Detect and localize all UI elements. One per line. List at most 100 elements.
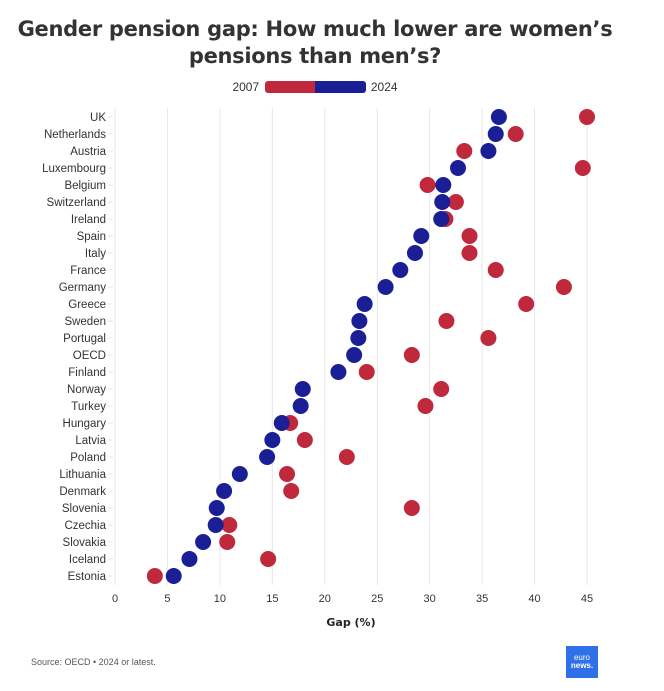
dot-2007-czechia — [221, 517, 238, 533]
y-tick-label: Portugal — [63, 333, 106, 345]
y-tick-label: Switzerland — [47, 197, 106, 209]
y-tick-label: Poland — [70, 452, 106, 464]
y-tick-label: Hungary — [63, 418, 107, 430]
y-tick-label: Slovakia — [63, 537, 107, 549]
dot-2007-estonia — [146, 568, 163, 584]
dot-2024-luxembourg — [449, 160, 466, 176]
dot-2007-iceland — [260, 551, 277, 567]
y-tick-label: Sweden — [64, 316, 106, 328]
dot-2007-norway — [433, 381, 450, 397]
dot-2007-belgium — [419, 177, 436, 193]
y-tick-label: Norway — [67, 384, 106, 396]
y-tick-label: Ireland — [71, 214, 106, 226]
y-tick-label: Italy — [85, 248, 106, 260]
dot-2024-portugal — [350, 330, 367, 346]
dot-2007-austria — [456, 143, 473, 159]
dot-2007-spain — [461, 228, 478, 244]
y-tick-label: Slovenia — [62, 503, 107, 515]
y-tick-label: Luxembourg — [42, 163, 106, 175]
logo-line-2: news. — [570, 661, 594, 670]
dot-2007-slovakia — [219, 534, 236, 550]
dot-2007-lithuania — [279, 466, 296, 482]
dot-2007-latvia — [296, 432, 313, 448]
dot-2024-belgium — [435, 177, 452, 193]
dot-2024-netherlands — [487, 126, 504, 142]
dot-2024-hungary — [273, 415, 290, 431]
logo-line-1: euro — [573, 653, 590, 662]
y-tick-label: Lithuania — [59, 469, 106, 481]
y-tick-label: France — [70, 265, 106, 277]
dot-2007-poland — [338, 449, 355, 465]
dot-2007-finland — [358, 364, 375, 380]
y-tick-label: Turkey — [71, 401, 106, 413]
y-tick-label: Estonia — [68, 571, 107, 583]
y-tick-label: Netherlands — [44, 129, 106, 141]
dot-2007-luxembourg — [574, 160, 591, 176]
x-tick-label: 40 — [528, 593, 540, 605]
x-tick-label: 10 — [214, 593, 226, 605]
chart-title-line-1: Gender pension gap: How much lower are w… — [17, 17, 613, 41]
dot-2024-finland — [330, 364, 347, 380]
x-tick-label: 30 — [424, 593, 436, 605]
legend-swatch-2024 — [315, 80, 366, 93]
legend-label-2024: 2024 — [370, 79, 398, 94]
y-axis: UK Netherlands Austria Luxembourg Belgium Swi… — [42, 112, 113, 583]
dot-2024-turkey — [292, 398, 309, 414]
dot-2024-czechia — [207, 517, 224, 533]
y-tick-label: Greece — [68, 299, 106, 311]
x-axis-label: Gap (%) — [326, 616, 375, 629]
dot-2024-ireland — [433, 211, 450, 227]
x-tick-label: 45 — [581, 593, 593, 605]
chart-title-line-2: pensions than men’s? — [188, 44, 442, 68]
euronews-logo: euro news. — [566, 646, 598, 678]
dot-2007-sweden — [438, 313, 455, 329]
legend-label-2007: 2007 — [232, 79, 260, 94]
dot-2007-turkey — [417, 398, 434, 414]
dot-2024-sweden — [351, 313, 368, 329]
dot-2024-norway — [294, 381, 311, 397]
dot-2024-lithuania — [231, 466, 248, 482]
data-points — [146, 109, 595, 584]
dot-2024-france — [392, 262, 409, 278]
y-tick-label: Spain — [77, 231, 106, 243]
dot-2007-italy — [461, 245, 478, 261]
dot-2024-austria — [480, 143, 497, 159]
dot-2024-oecd — [346, 347, 363, 363]
legend-swatch-2007 — [264, 80, 315, 93]
y-tick-label: Denmark — [59, 486, 106, 498]
dot-2007-uk — [579, 109, 595, 125]
y-tick-label: Austria — [70, 146, 106, 158]
x-axis: 0 5 10 15 20 25 30 35 40 45 — [112, 593, 593, 605]
dot-2007-greece — [518, 296, 535, 312]
dot-2024-germany — [377, 279, 394, 295]
dot-2007-portugal — [480, 330, 497, 346]
legend: 2007 2024 — [0, 79, 630, 94]
y-tick-label: UK — [90, 112, 106, 124]
dot-2024-greece — [356, 296, 373, 312]
x-tick-label: 25 — [371, 593, 383, 605]
chart-title: Gender pension gap: How much lower are w… — [0, 16, 630, 70]
dot-2024-italy — [406, 245, 423, 261]
x-tick-label: 15 — [266, 593, 278, 605]
dot-2024-latvia — [264, 432, 281, 448]
dot-2007-netherlands — [507, 126, 524, 142]
gridlines — [114, 108, 588, 585]
x-tick-label: 35 — [476, 593, 488, 605]
legend-color-bar — [264, 80, 366, 93]
y-tick-label: Germany — [59, 282, 107, 294]
dot-2024-slovenia — [208, 500, 225, 516]
y-tick-label: Finland — [68, 367, 106, 379]
y-tick-label: Iceland — [69, 554, 106, 566]
dot-2007-germany — [555, 279, 572, 295]
x-tick-label: 5 — [164, 593, 170, 605]
dot-2024-denmark — [216, 483, 233, 499]
y-tick-label: Latvia — [75, 435, 106, 447]
dot-2007-switzerland — [447, 194, 464, 210]
x-tick-label: 0 — [112, 593, 118, 605]
dot-2024-uk — [490, 109, 507, 125]
dot-2024-switzerland — [434, 194, 451, 210]
dot-2007-slovenia — [403, 500, 420, 516]
dot-2024-iceland — [181, 551, 198, 567]
x-tick-label: 20 — [319, 593, 331, 605]
